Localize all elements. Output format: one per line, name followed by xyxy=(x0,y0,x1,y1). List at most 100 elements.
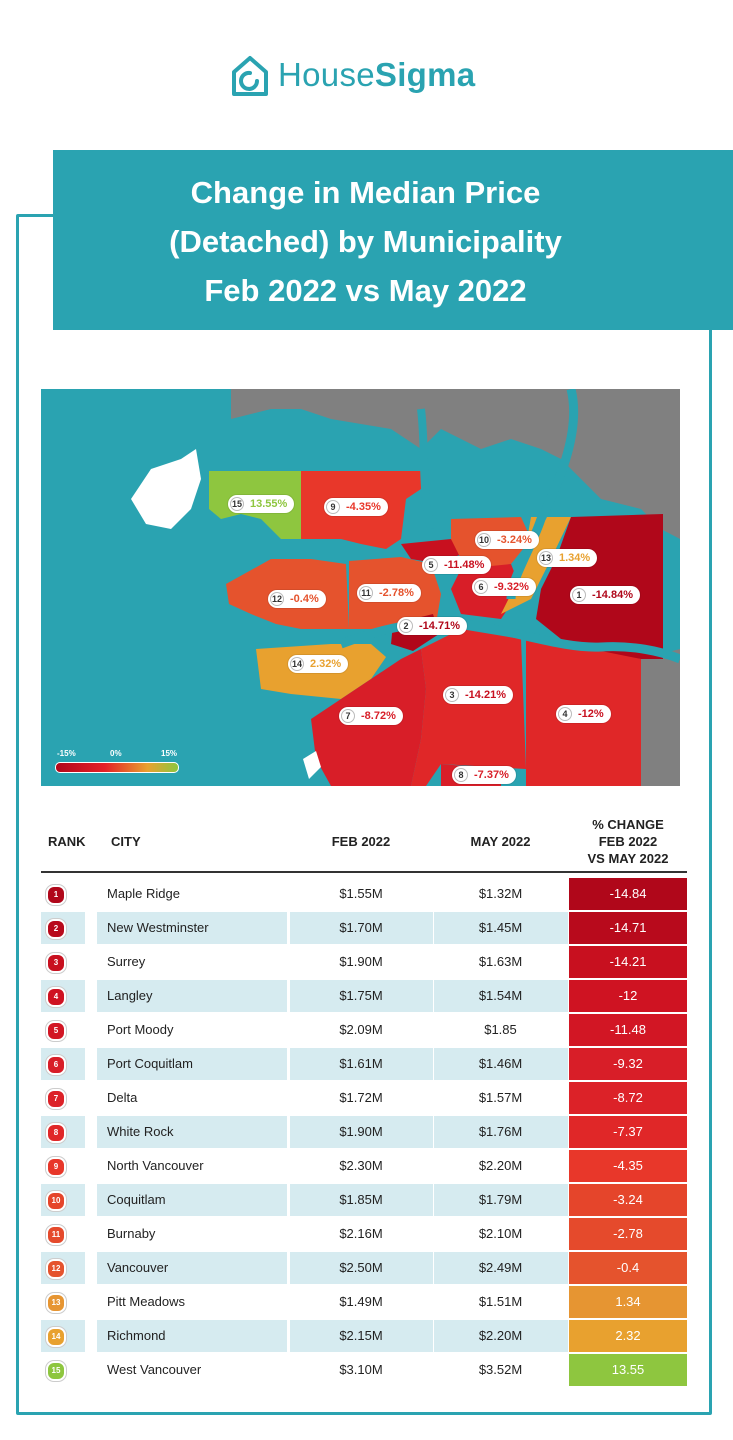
city-name: Surrey xyxy=(107,954,146,969)
title-line-2: (Detached) by Municipality xyxy=(169,224,562,259)
header-change-line-2: FEB 2022 xyxy=(598,834,658,849)
map-label-value: -14.71% xyxy=(419,620,460,632)
price-change-map: 15 13.55% 9 -4.35% 10 -3.24% 13 1.34% 5 -11.4… xyxy=(41,389,680,786)
map-label-value: -8.72% xyxy=(361,710,396,722)
map-label-4: 4 -12% xyxy=(556,705,611,723)
map-label-13: 13 1.34% xyxy=(537,549,598,567)
row-stripe xyxy=(97,1320,287,1352)
city-name: Burnaby xyxy=(107,1226,156,1241)
map-label-rank: 3 xyxy=(445,688,459,702)
map-label-rank: 6 xyxy=(474,580,488,594)
city-name: Port Coquitlam xyxy=(107,1056,193,1071)
rank-badge: 11 xyxy=(46,1225,66,1245)
house-logo-icon xyxy=(232,56,268,96)
feb-price: $1.72M xyxy=(339,1090,383,1105)
header-divider xyxy=(41,871,687,873)
rank-badge: 1 xyxy=(46,885,66,905)
table-row: 11 Burnaby $2.16M $2.10M -2.78 xyxy=(41,1218,693,1250)
map-label-14: 14 2.32% xyxy=(288,655,349,673)
row-stripe xyxy=(97,1116,287,1148)
row-stripe xyxy=(434,912,568,944)
map-label-rank: 4 xyxy=(558,707,572,721)
feb-price: $2.50M xyxy=(339,1260,383,1275)
map-label-value: -3.24% xyxy=(497,534,532,546)
title-line-3: Feb 2022 vs May 2022 xyxy=(204,273,527,308)
may-price: $3.52M xyxy=(478,1362,523,1377)
feb-price: $2.09M xyxy=(339,1022,383,1037)
table-row: 13 Pitt Meadows $1.49M $1.51M 1.34 xyxy=(41,1286,693,1318)
map-label-rank: 5 xyxy=(424,558,438,572)
title-line-1: Change in Median Price xyxy=(190,175,541,210)
legend-min-label: -15% xyxy=(57,749,76,758)
map-label-value: -14.21% xyxy=(465,689,506,701)
map-label-5: 5 -11.48% xyxy=(422,556,492,574)
map-label-6: 6 -9.32% xyxy=(472,578,536,596)
percent-change-cell: 1.34 xyxy=(569,1286,687,1318)
map-label-rank: 12 xyxy=(270,592,284,606)
legend-max-label: 15% xyxy=(161,749,178,758)
table-header: RANK CITY FEB 2022 MAY 2022 % CHANGE FEB… xyxy=(41,812,693,872)
map-label-rank: 1 xyxy=(572,588,586,602)
rank-badge: 12 xyxy=(46,1259,66,1279)
logo-wordmark: HouseSigma xyxy=(278,56,475,94)
map-label-rank: 7 xyxy=(341,709,355,723)
rank-badge: 5 xyxy=(46,1021,66,1041)
table-row: 2 New Westminster $1.70M $1.45M -14.71 xyxy=(41,912,693,944)
table-row: 3 Surrey $1.90M $1.63M -14.21 xyxy=(41,946,693,978)
may-price: $1.51M xyxy=(478,1294,523,1309)
percent-change-cell: -14.71 xyxy=(569,912,687,944)
map-label-value: -4.35% xyxy=(346,501,381,513)
may-price: $2.49M xyxy=(478,1260,523,1275)
feb-price: $1.90M xyxy=(339,954,383,969)
may-price: $1.32M xyxy=(478,886,523,901)
rank-badge: 3 xyxy=(46,953,66,973)
rank-badge: 8 xyxy=(46,1123,66,1143)
rank-badge: 9 xyxy=(46,1157,66,1177)
map-label-8: 8 -7.37% xyxy=(452,766,516,784)
map-label-10: 10 -3.24% xyxy=(475,531,539,549)
city-name: White Rock xyxy=(107,1124,174,1139)
legend-color-bar xyxy=(55,762,179,773)
rank-badge: 6 xyxy=(46,1055,66,1075)
feb-price: $1.61M xyxy=(339,1056,383,1071)
feb-price: $1.70M xyxy=(339,920,383,935)
row-stripe xyxy=(97,980,287,1012)
percent-change-cell: -7.37 xyxy=(569,1116,687,1148)
header-rank: RANK xyxy=(48,834,86,849)
map-label-value: 1.34% xyxy=(559,552,591,564)
may-price: $1.57M xyxy=(478,1090,523,1105)
table-row: 6 Port Coquitlam $1.61M $1.46M -9.32 xyxy=(41,1048,693,1080)
map-label-9: 9 -4.35% xyxy=(324,498,388,516)
row-stripe xyxy=(434,1048,568,1080)
row-stripe xyxy=(97,912,287,944)
map-label-value: -11.48% xyxy=(444,559,485,571)
header-change-line-3: VS MAY 2022 xyxy=(587,851,669,866)
map-label-value: -9.32% xyxy=(494,581,529,593)
feb-price: $1.90M xyxy=(339,1124,383,1139)
row-stripe xyxy=(290,1184,433,1216)
feb-price: $3.10M xyxy=(339,1362,383,1377)
map-label-12: 12 -0.4% xyxy=(268,590,326,608)
row-stripe xyxy=(97,1048,287,1080)
tsawwassen-shape xyxy=(303,751,321,779)
region-surrey xyxy=(411,629,526,786)
may-price: $1.85 xyxy=(484,1022,517,1037)
bowen-island-shape xyxy=(131,449,201,529)
table-row: 5 Port Moody $2.09M $1.85 -11.48 xyxy=(41,1014,693,1046)
map-label-2: 2 -14.71% xyxy=(397,617,467,635)
rank-badge: 13 xyxy=(46,1293,66,1313)
may-price: $2.10M xyxy=(478,1226,523,1241)
map-label-value: -12% xyxy=(578,708,604,720)
percent-change-cell: 2.32 xyxy=(569,1320,687,1352)
city-name: Port Moody xyxy=(107,1022,174,1037)
map-label-value: -0.4% xyxy=(290,593,319,605)
may-price: $1.46M xyxy=(478,1056,523,1071)
row-stripe xyxy=(434,1320,568,1352)
rank-badge: 15 xyxy=(46,1361,66,1381)
percent-change-cell: -2.78 xyxy=(569,1218,687,1250)
table-row: 1 Maple Ridge $1.55M $1.32M -14.84 xyxy=(41,878,693,910)
city-name: Langley xyxy=(107,988,153,1003)
rank-badge: 2 xyxy=(46,919,66,939)
percent-change-cell: -4.35 xyxy=(569,1150,687,1182)
row-stripe xyxy=(290,1116,433,1148)
